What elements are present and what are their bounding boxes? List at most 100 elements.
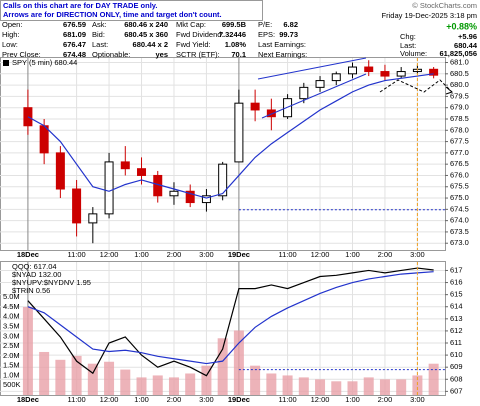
label: Chg:	[400, 32, 416, 41]
candle-body	[72, 188, 82, 224]
marks: 673.0 673.5 674.0 674.5 675.0 675.5 676.0 676.5…	[0, 58, 469, 404]
credit: © StockCharts.com	[412, 1, 477, 10]
y-tick-label: 609	[450, 362, 463, 371]
volume-bar	[104, 361, 115, 395]
value: 99.73	[279, 30, 298, 39]
label: P/E:	[258, 20, 272, 29]
value: 674.48	[63, 50, 86, 59]
volume-tick-label: 2.0M	[3, 351, 20, 360]
y-tick-label: 680.5	[450, 69, 469, 78]
volume-bar	[168, 377, 179, 395]
value: 699.5B	[222, 20, 247, 29]
candle-body	[218, 163, 228, 197]
candle-body	[104, 161, 114, 215]
y-tick-label: 607	[450, 386, 463, 395]
candle-body	[185, 190, 195, 204]
value: 676.59	[63, 20, 86, 29]
y-tick-label: 675.0	[450, 193, 469, 202]
volume-tick-label: 1.5M	[3, 361, 20, 370]
arrow-head	[445, 86, 454, 95]
x-tick-label: 2:00	[167, 250, 182, 259]
volume-bar	[185, 373, 196, 395]
candle-body	[250, 102, 260, 111]
x-tick-label: 12:00	[100, 250, 119, 259]
x-tick-label: 3:00	[199, 250, 214, 259]
y-tick-label: 616	[450, 278, 463, 287]
candle-body	[380, 71, 390, 77]
label: High:	[2, 30, 20, 39]
candle-body	[201, 195, 211, 204]
label: Prev Close:	[2, 50, 41, 59]
volume-tick-label: 4.0M	[3, 312, 20, 321]
y-tick-label: 674.5	[450, 204, 469, 213]
volume-bar	[22, 306, 33, 395]
candle-body	[364, 66, 374, 73]
trend-line	[261, 73, 367, 119]
change-pct: +0.88%	[446, 21, 477, 31]
value: 1.08%	[225, 40, 247, 49]
value: 676.47	[63, 40, 86, 49]
label: Last:	[92, 40, 108, 49]
x-tick-label: 18Dec	[17, 250, 39, 259]
value: 680.44	[454, 41, 478, 50]
x-tick-label: 18Dec	[17, 395, 39, 404]
value: 6.82	[283, 20, 298, 29]
lower-panel-frame	[0, 261, 446, 396]
volume-bar	[282, 375, 293, 395]
candle-body	[396, 71, 406, 77]
candle-body	[39, 125, 49, 154]
y-tick-label: 610	[450, 350, 463, 359]
legend: SPY (5 min) 680.44	[12, 58, 77, 67]
y-tick-label: 617	[450, 265, 463, 274]
direction-arrow	[379, 79, 453, 93]
volume-bar	[87, 363, 98, 395]
x-tick-label: 2:00	[167, 395, 182, 404]
volume-bar	[315, 379, 326, 395]
volume-bar	[39, 351, 50, 395]
volume-bar	[201, 365, 212, 395]
value: 680.44 x 2	[133, 40, 168, 49]
label: Fwd Yield:	[176, 40, 211, 49]
label: Bid:	[92, 30, 105, 39]
x-tick-label: 1:00	[134, 250, 149, 259]
x-tick-label: 12:00	[311, 250, 330, 259]
volume-bar	[55, 359, 66, 395]
volume-bar	[136, 377, 147, 395]
quote-table: Open: 676.59 Ask: 680.46 x 240 Mkt Cap: 699.5…	[2, 20, 307, 59]
volume-bar	[396, 379, 407, 395]
volume-tick-label: 5.0M	[3, 292, 20, 301]
candle-body	[120, 161, 130, 170]
y-tick-label: 615	[450, 290, 463, 299]
volume-bar	[428, 363, 439, 395]
volume-bar	[250, 365, 261, 395]
y-tick-label: 673.5	[450, 227, 469, 236]
x-tick-label: 19Dec	[228, 395, 250, 404]
volume-bar	[363, 377, 374, 395]
y-tick-label: 678.0	[450, 125, 469, 134]
y-tick-label: 612	[450, 326, 463, 335]
legend: QQQ: 617.04	[12, 262, 57, 271]
candle-body	[88, 213, 98, 224]
candle-body	[137, 168, 147, 176]
note-box	[0, 0, 263, 21]
y-tick-label: 677.0	[450, 148, 469, 157]
volume-bar	[266, 373, 277, 395]
volume-bar	[152, 375, 163, 395]
legend: $NYUPV:$NYDNV 1.95	[12, 278, 91, 287]
x-tick-label: 2:00	[378, 395, 393, 404]
y-tick-label: 673.0	[450, 238, 469, 247]
label: Last:	[400, 41, 416, 50]
x-tick-label: 11:00	[67, 250, 85, 259]
volume-bar	[233, 330, 244, 395]
y-tick-label: 679.0	[450, 103, 469, 112]
price-panel-frame	[0, 57, 446, 251]
volume-bar	[217, 338, 228, 395]
trend-line	[257, 57, 367, 80]
label: Open:	[2, 20, 22, 29]
label: Ask:	[92, 20, 107, 29]
y-tick-label: 608	[450, 374, 463, 383]
x-tick-label: 11:00	[67, 395, 85, 404]
label: Fwd Dividend:	[176, 30, 224, 39]
label: Mkt Cap:	[176, 20, 206, 29]
value: 70.1	[231, 50, 246, 59]
